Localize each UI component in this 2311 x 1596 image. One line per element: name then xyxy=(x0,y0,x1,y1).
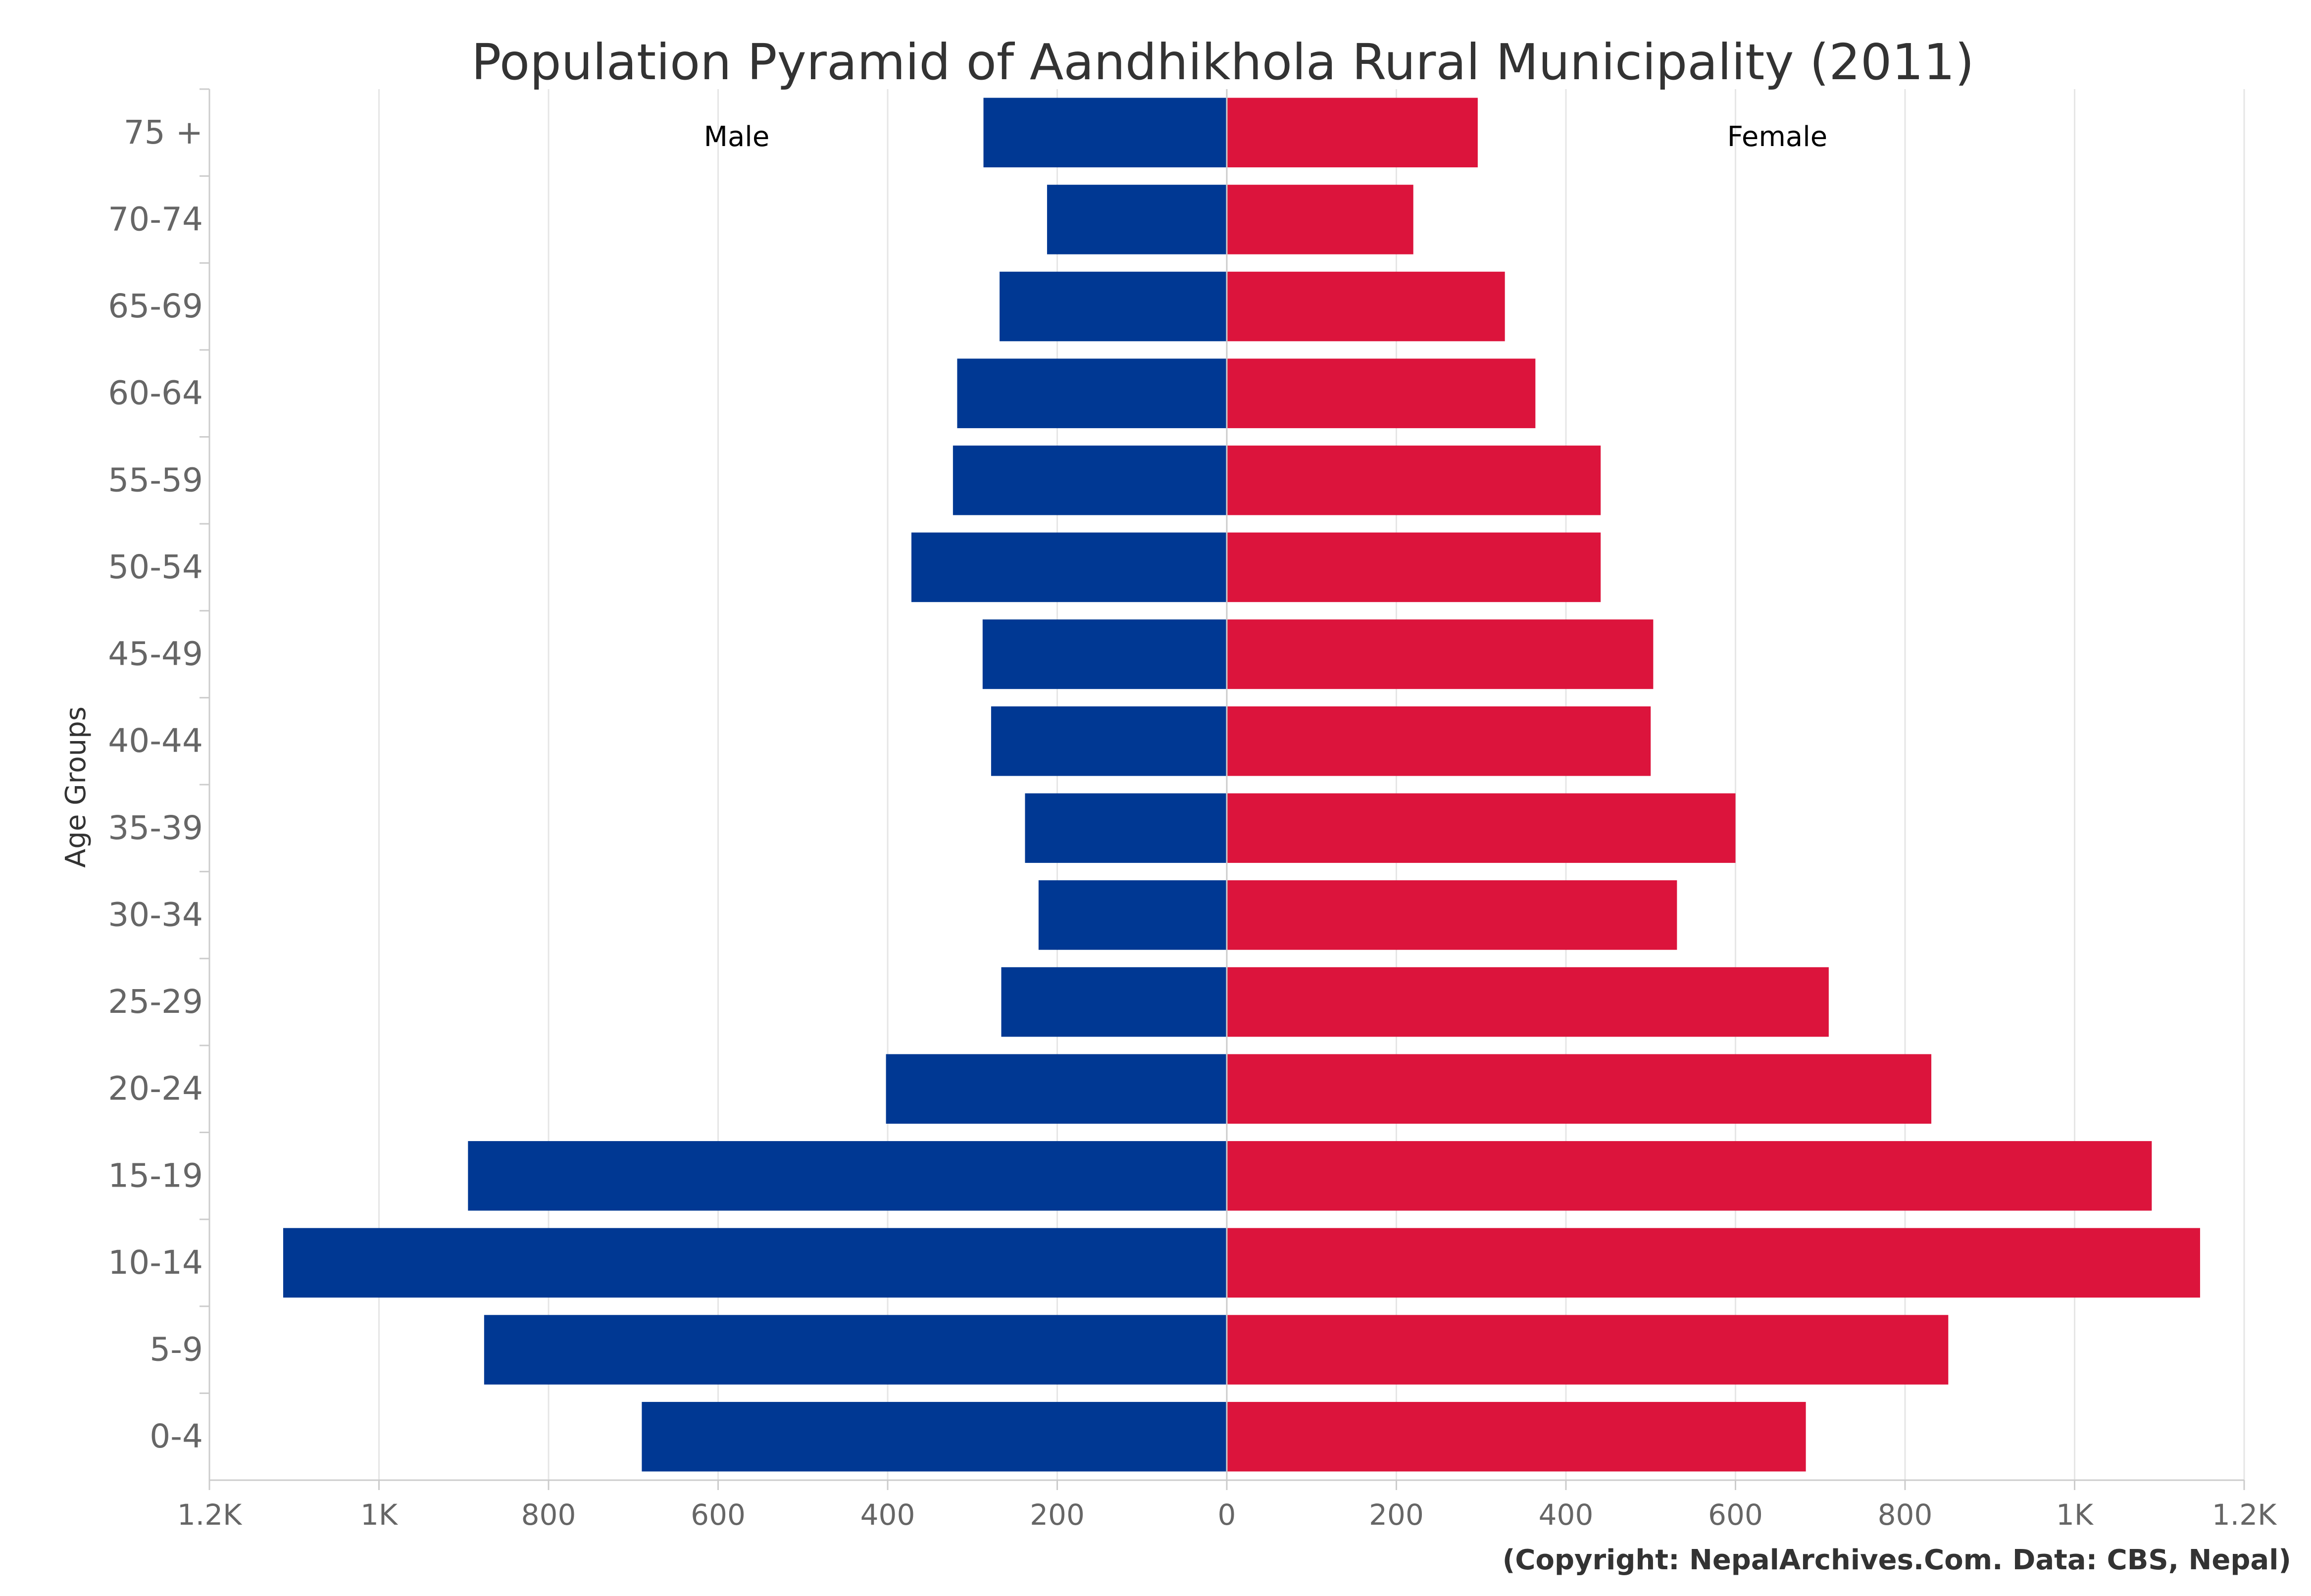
x-tick-label: 1K xyxy=(360,1498,399,1532)
male-bar[interactable] xyxy=(468,1141,1227,1211)
female-bar[interactable] xyxy=(1227,619,1654,689)
female-bar[interactable] xyxy=(1227,446,1601,515)
female-bar[interactable] xyxy=(1227,271,1505,342)
x-tick-label: 600 xyxy=(691,1498,746,1532)
bars[interactable] xyxy=(283,98,2200,1472)
male-bar[interactable] xyxy=(1001,967,1227,1037)
male-bar[interactable] xyxy=(484,1315,1227,1385)
category-label: 60-64 xyxy=(108,374,203,412)
x-tick-label: 1K xyxy=(2056,1498,2094,1532)
male-bar[interactable] xyxy=(1025,793,1227,863)
category-label: 30-34 xyxy=(108,896,203,934)
category-label: 40-44 xyxy=(108,722,203,760)
category-label: 35-39 xyxy=(108,809,203,847)
category-label: 10-14 xyxy=(108,1244,203,1282)
category-label: 75 + xyxy=(124,113,203,151)
female-bar[interactable] xyxy=(1227,185,1413,254)
x-tick-label: 600 xyxy=(1708,1498,1763,1532)
chart-title: Population Pyramid of Aandhikhola Rural … xyxy=(471,33,1974,91)
female-bar[interactable] xyxy=(1227,1315,1949,1385)
category-label: 25-29 xyxy=(108,983,203,1021)
x-tick-label: 1.2K xyxy=(177,1498,243,1532)
category-label: 65-69 xyxy=(108,287,203,325)
axes: 1.2K 1K 800 600 400 200 0 200 400 600 800 1K 1.2K 75 … xyxy=(108,88,2277,1532)
male-bar[interactable] xyxy=(1038,880,1227,950)
y-axis-title: Age Groups xyxy=(60,706,92,868)
female-bar[interactable] xyxy=(1227,98,1478,168)
x-tick-label: 800 xyxy=(521,1498,576,1532)
male-bar[interactable] xyxy=(982,619,1227,689)
male-series-label: Male xyxy=(704,121,770,153)
female-bar[interactable] xyxy=(1227,967,1829,1037)
category-label: 50-54 xyxy=(108,548,203,586)
male-bar[interactable] xyxy=(983,98,1227,168)
category-label: 20-24 xyxy=(108,1070,203,1108)
x-tick-label: 0 xyxy=(1218,1498,1236,1532)
male-bar[interactable] xyxy=(957,358,1227,428)
category-label: 55-59 xyxy=(108,461,203,499)
female-bar[interactable] xyxy=(1227,1141,2152,1211)
female-bar[interactable] xyxy=(1227,1054,1932,1124)
male-bar[interactable] xyxy=(283,1228,1227,1298)
male-bar[interactable] xyxy=(886,1054,1227,1124)
x-tick-label: 800 xyxy=(1878,1498,1933,1532)
x-tick-label: 200 xyxy=(1369,1498,1424,1532)
x-tick-label: 400 xyxy=(860,1498,915,1532)
male-bar[interactable] xyxy=(1047,185,1227,254)
x-tick-label: 1.2K xyxy=(2212,1498,2277,1532)
female-bar[interactable] xyxy=(1227,1228,2200,1298)
male-bar[interactable] xyxy=(1000,271,1227,342)
category-label: 70-74 xyxy=(108,200,203,238)
category-label: 15-19 xyxy=(108,1156,203,1195)
category-label: 5-9 xyxy=(150,1331,203,1369)
male-bar[interactable] xyxy=(953,446,1227,515)
female-bar[interactable] xyxy=(1227,358,1536,428)
female-series-label: Female xyxy=(1727,121,1827,153)
male-bar[interactable] xyxy=(991,706,1227,776)
x-tick-label: 200 xyxy=(1030,1498,1085,1532)
x-tick-label: 400 xyxy=(1539,1498,1594,1532)
female-bar[interactable] xyxy=(1227,793,1736,863)
female-bar[interactable] xyxy=(1227,706,1651,776)
category-label: 0-4 xyxy=(150,1417,203,1455)
category-label: 45-49 xyxy=(108,635,203,673)
credit-text: (Copyright: NepalArchives.Com. Data: CBS… xyxy=(1503,1544,2291,1576)
female-bar[interactable] xyxy=(1227,880,1677,950)
female-bar[interactable] xyxy=(1227,1401,1806,1472)
female-bar[interactable] xyxy=(1227,532,1601,602)
male-bar[interactable] xyxy=(911,532,1227,602)
male-bar[interactable] xyxy=(642,1401,1227,1472)
